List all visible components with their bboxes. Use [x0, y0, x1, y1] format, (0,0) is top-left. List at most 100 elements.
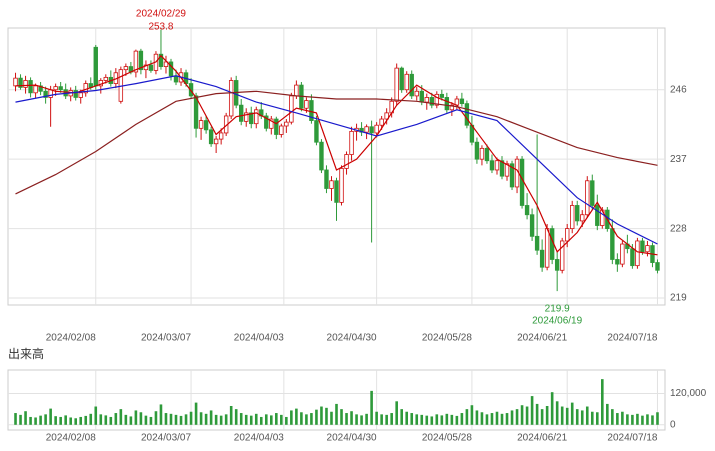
- candle-body: [73, 90, 78, 98]
- candle-body: [133, 50, 139, 73]
- candle-body: [590, 180, 595, 206]
- volume-bar: [520, 405, 524, 425]
- volume-bar: [39, 415, 42, 425]
- candle-body: [645, 245, 650, 253]
- candle-body: [284, 121, 289, 127]
- low-date: 2024/06/19: [532, 316, 582, 327]
- volume-bar: [14, 413, 17, 425]
- volume-bar: [219, 415, 223, 425]
- volume-x-tick-label: 2024/06/21: [517, 433, 567, 444]
- candle-body: [78, 92, 83, 98]
- candle-body: [218, 132, 224, 140]
- volume-bar: [239, 413, 243, 425]
- candle-body: [319, 141, 324, 171]
- candle-body: [289, 95, 294, 123]
- candle-body: [349, 130, 354, 155]
- candle-body: [404, 73, 409, 91]
- volume-panel: [7, 369, 666, 431]
- volume-bar: [74, 418, 78, 425]
- candle-body: [58, 86, 63, 91]
- volume-bar: [104, 415, 108, 425]
- candle-body: [369, 126, 374, 134]
- candle-body: [444, 97, 450, 111]
- candle-body: [595, 205, 600, 226]
- volume-bar: [590, 411, 594, 425]
- volume-bar: [490, 413, 494, 425]
- volume-bar: [515, 409, 519, 425]
- volume-bar: [580, 410, 584, 425]
- candle-body: [504, 163, 510, 177]
- candle-body: [344, 154, 349, 169]
- volume-bar: [460, 413, 464, 425]
- candle-body: [18, 77, 23, 88]
- candle-body: [314, 120, 319, 143]
- volume-bar: [69, 417, 72, 425]
- candle-body: [379, 118, 384, 126]
- volume-bar: [264, 414, 268, 425]
- volume-bar: [59, 416, 62, 425]
- volume-tick-label: 120,000: [670, 388, 707, 399]
- volume-bar: [390, 413, 393, 425]
- volume-bar: [535, 403, 539, 425]
- volume-bar: [169, 413, 173, 425]
- volume-bar: [194, 402, 198, 425]
- y-tick-label: 228: [670, 223, 687, 234]
- candle-body: [103, 76, 108, 81]
- candle-body: [28, 80, 33, 94]
- x-tick-label: 2024/07/18: [607, 333, 657, 344]
- candle-body: [173, 75, 179, 83]
- volume-bar: [124, 414, 128, 425]
- candle-body: [23, 80, 28, 88]
- volume-bar: [540, 409, 544, 425]
- candle-body: [439, 93, 445, 98]
- y-tick-label: 246: [670, 84, 687, 95]
- volume-bar: [89, 413, 93, 425]
- volume-bar: [550, 392, 554, 425]
- volume-bar: [335, 403, 338, 425]
- candle-body: [158, 53, 164, 67]
- volume-bar: [360, 415, 363, 425]
- volume-bar: [445, 413, 449, 425]
- price-panel: [7, 27, 666, 306]
- candle-body: [339, 168, 344, 203]
- volume-bar: [470, 405, 474, 425]
- candle-body: [429, 97, 434, 106]
- volume-bar: [149, 416, 153, 425]
- candle-body: [640, 240, 645, 253]
- volume-bar: [285, 416, 288, 425]
- candle-body: [143, 64, 149, 71]
- volume-bar: [144, 415, 148, 425]
- volume-bar: [375, 411, 378, 425]
- volume-bar: [229, 406, 233, 425]
- volume-bar: [425, 415, 429, 425]
- volume-bar: [435, 414, 439, 425]
- candle-body: [419, 90, 424, 103]
- candle-body: [570, 205, 575, 230]
- volume-bar: [395, 401, 398, 425]
- candle-body: [364, 126, 369, 133]
- volume-bar: [224, 414, 228, 425]
- volume-bar: [164, 413, 168, 425]
- candle-body: [529, 214, 535, 237]
- candle-body: [464, 103, 470, 126]
- volume-bar: [350, 411, 353, 425]
- volume-bar: [109, 416, 113, 425]
- volume-bar: [420, 414, 424, 425]
- volume-bar: [300, 412, 303, 425]
- volume-bar: [545, 406, 549, 425]
- volume-bar: [99, 414, 103, 425]
- candle-body: [620, 243, 625, 265]
- candle-body: [494, 160, 500, 171]
- volume-bar: [555, 401, 559, 425]
- volume-bar: [595, 412, 599, 425]
- moving-average-line: [15, 90, 658, 195]
- volume-bar: [154, 411, 158, 425]
- volume-bar: [500, 413, 504, 425]
- volume-bar: [440, 415, 444, 425]
- candle-body: [213, 138, 219, 145]
- volume-bar: [475, 410, 479, 425]
- candle-body: [279, 125, 284, 135]
- candle-body: [309, 100, 314, 121]
- candle-body: [399, 67, 404, 91]
- volume-bar: [94, 406, 98, 425]
